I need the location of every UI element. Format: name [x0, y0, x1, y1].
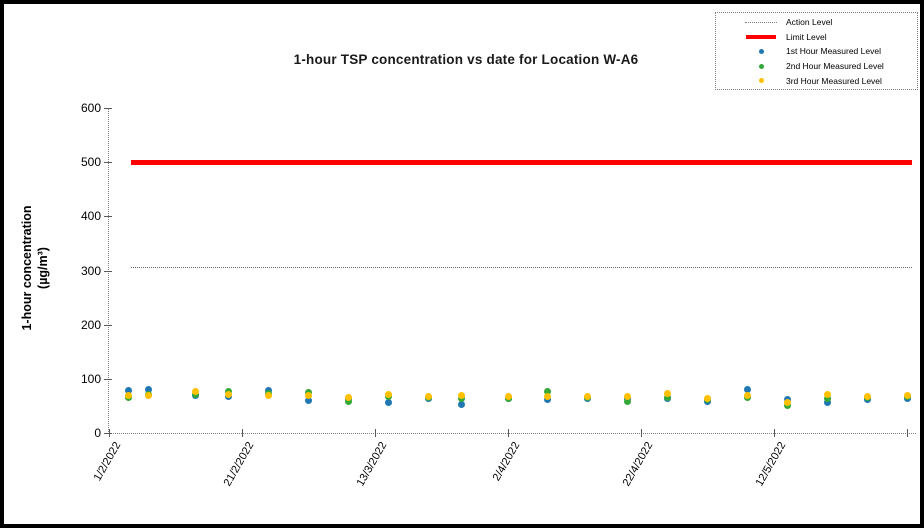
- x-axis-tick: [242, 429, 243, 437]
- legend-label: 1st Hour Measured Level: [786, 46, 881, 57]
- y-axis-tick: [104, 378, 112, 380]
- data-point: [664, 393, 672, 401]
- data-point: [704, 394, 711, 402]
- legend-item-3rd-hour: 3rd Hour Measured Level: [716, 73, 917, 88]
- x-axis-tick: [641, 429, 642, 437]
- legend-label: 3rd Hour Measured Level: [786, 75, 882, 86]
- chart-title: 1-hour TSP concentration vs date for Loc…: [293, 52, 639, 67]
- limit-level-line: [131, 159, 912, 165]
- data-point: [305, 392, 312, 400]
- x-axis-tick: [508, 429, 509, 437]
- data-point: [145, 392, 153, 400]
- x-axis-tick-label: 13/3/2022: [354, 440, 390, 489]
- data-point: [664, 389, 672, 397]
- plot-area: 0 100 200 300 400 500 600 1/2/2022 21/2/2022 13/3…: [4, 4, 920, 524]
- x-axis-tick-label: 1/2/2022: [91, 440, 124, 484]
- data-point: [743, 391, 751, 399]
- y-axis-tick: [104, 270, 112, 272]
- third-hour-dot-icon: [758, 78, 764, 84]
- first-hour-dot-icon: [758, 48, 764, 54]
- legend-item-1st-hour: 1st Hour Measured Level: [716, 44, 917, 59]
- y-axis-tick-label: 500: [80, 155, 101, 170]
- x-axis-tick-label: 22/4/2022: [620, 440, 656, 489]
- data-point: [783, 398, 791, 406]
- data-point: [305, 397, 312, 404]
- data-point: [584, 392, 592, 400]
- data-point: [225, 390, 233, 398]
- data-point: [344, 397, 352, 405]
- data-point: [384, 398, 392, 406]
- second-hour-dot-icon: [758, 63, 764, 69]
- x-axis-line: [108, 433, 916, 434]
- x-axis-tick: [109, 429, 110, 437]
- x-axis-tick-label: 21/2/2022: [221, 440, 257, 489]
- data-point: [504, 393, 512, 401]
- data-point: [457, 391, 465, 399]
- y-axis-tick: [104, 324, 112, 326]
- y-axis-tick-label: 100: [80, 371, 101, 386]
- data-point: [544, 388, 552, 396]
- data-point: [424, 392, 432, 400]
- data-point: [457, 400, 465, 408]
- y-axis-tick-label: 0: [94, 426, 101, 440]
- limit-level-line-icon: [746, 34, 776, 39]
- legend-item-action-level: Action Level: [716, 15, 917, 30]
- data-point: [191, 388, 199, 396]
- y-axis-tick-label: 600: [80, 101, 101, 115]
- x-axis-tick-label: 2/4/2022: [490, 440, 523, 484]
- data-point: [863, 393, 871, 401]
- y-axis-tick: [104, 108, 112, 109]
- data-point: [743, 386, 751, 394]
- action-level-line: [131, 267, 912, 269]
- legend-item-2nd-hour: 2nd Hour Measured Level: [716, 59, 917, 74]
- data-point: [823, 394, 831, 402]
- legend-item-limit-level: Limit Level: [716, 30, 917, 45]
- data-point: [265, 391, 273, 399]
- data-point: [544, 396, 552, 404]
- data-point: [624, 397, 632, 405]
- data-point: [823, 398, 831, 406]
- data-point: [903, 391, 911, 399]
- legend-label: Limit Level: [786, 31, 827, 42]
- data-point: [125, 391, 133, 399]
- data-point: [145, 386, 153, 394]
- data-point: [624, 393, 632, 401]
- y-axis-tick: [104, 216, 112, 218]
- data-point: [823, 391, 831, 399]
- y-axis-tick: [104, 162, 112, 164]
- action-level-line-icon: [745, 21, 777, 23]
- data-point: [344, 393, 352, 401]
- x-axis-tick: [375, 429, 376, 437]
- legend: Action Level Limit Level 1st Hour Measur…: [715, 12, 918, 90]
- y-axis-tick-label: 300: [80, 263, 101, 278]
- data-point: [125, 387, 133, 395]
- y-axis-tick-label: 400: [80, 209, 101, 224]
- y-axis-tick-label: 200: [80, 317, 101, 332]
- legend-label: Action Level: [786, 17, 833, 28]
- data-point: [544, 392, 552, 400]
- y-axis-tick: [104, 433, 112, 434]
- x-axis-tick: [907, 429, 908, 437]
- x-axis-tick: [774, 429, 775, 437]
- data-point: [384, 391, 392, 399]
- x-axis-tick-label: 12/5/2022: [753, 440, 789, 489]
- legend-label: 2nd Hour Measured Level: [786, 61, 884, 72]
